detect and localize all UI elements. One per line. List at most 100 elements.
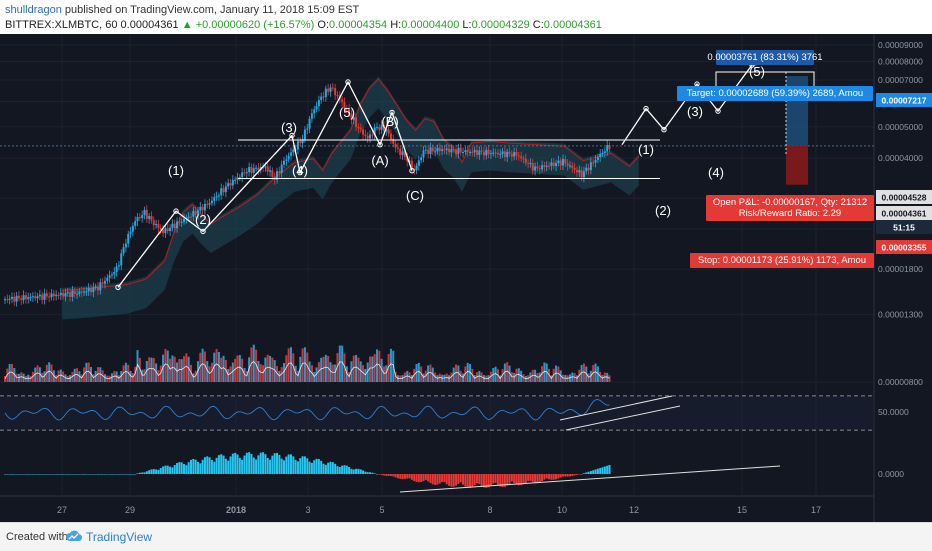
macd-bar: [129, 474, 132, 475]
volume-bar: [43, 371, 46, 382]
macd-bar: [97, 474, 99, 475]
macd-bar: [117, 474, 120, 475]
candle-body: [213, 197, 216, 201]
volume-bar: [478, 370, 481, 382]
volume-bar: [350, 361, 353, 382]
volume-bar: [259, 364, 262, 382]
volume-bar: [38, 367, 41, 382]
volume-bar: [99, 367, 102, 382]
candle-body: [196, 210, 199, 215]
price-tag-label: 0.00004361: [882, 209, 927, 219]
macd-bar: [283, 460, 285, 474]
volume-bar: [320, 357, 323, 382]
volume-bar: [257, 360, 260, 382]
chart-svg[interactable]: 0.000090000.000080000.000070000.00006000…: [0, 34, 932, 522]
candle-body: [29, 297, 32, 299]
macd-bar: [396, 474, 399, 479]
chart-canvas[interactable]: 0.000090000.000080000.000070000.00006000…: [0, 34, 932, 522]
candle-body: [603, 151, 606, 153]
volume-bar: [50, 364, 53, 382]
macd-bar: [429, 474, 432, 484]
candle-body: [299, 141, 302, 144]
macd-histogram: [4, 452, 611, 488]
volume-bar: [234, 358, 237, 382]
volume-bar: [266, 354, 269, 382]
volume-bar: [555, 365, 558, 382]
wave-label: (5): [339, 105, 355, 120]
candle-body: [601, 152, 604, 154]
volume-bar: [387, 353, 390, 382]
macd-bar: [136, 473, 139, 474]
candle-body: [315, 106, 318, 110]
volume-bar: [592, 365, 595, 382]
macd-bar: [141, 472, 144, 474]
symbol-label[interactable]: BITTREX:XLMBTC, 60: [5, 19, 118, 31]
candle-body: [169, 227, 172, 232]
macd-bar: [176, 463, 179, 474]
volume-bar: [159, 365, 162, 382]
macd-bar: [45, 474, 48, 475]
wave-point: [173, 208, 179, 214]
wave-label: (3): [687, 104, 703, 119]
macd-bar: [436, 474, 439, 485]
macd-bar: [143, 472, 146, 474]
candle-body: [443, 149, 446, 151]
candle-body: [568, 165, 571, 167]
macd-bar: [213, 461, 216, 474]
volume-bar: [317, 362, 320, 382]
volume-bar: [310, 365, 313, 382]
candle-body: [306, 128, 309, 130]
candle-body: [529, 162, 532, 164]
macd-bar: [334, 463, 337, 474]
macd-bar: [127, 474, 130, 475]
candle-body: [389, 133, 392, 140]
candle-body: [422, 150, 425, 158]
volume-bar: [434, 372, 437, 382]
volume-bar: [371, 356, 374, 382]
candle-body: [596, 157, 599, 160]
volume-bar: [176, 362, 179, 382]
macd-bar: [513, 474, 516, 484]
volume-bar: [466, 362, 469, 382]
wave-label: (A): [371, 153, 388, 168]
macd-bar: [322, 463, 325, 474]
wave-point: [661, 127, 667, 133]
pnl-label-bg: [706, 195, 874, 221]
tradingview-brand[interactable]: TradingView: [86, 530, 153, 544]
wave-label: (B): [381, 114, 398, 129]
volume-bar: [8, 363, 11, 382]
volume-bar: [538, 372, 541, 382]
macd-bar: [34, 474, 37, 475]
volume-bar: [534, 369, 537, 382]
macd-bar: [8, 474, 11, 475]
candle-body: [101, 282, 104, 284]
candle-body: [215, 196, 218, 198]
candle-body: [541, 165, 544, 170]
candle-body: [238, 177, 241, 179]
volume-bar: [141, 369, 144, 382]
macd-bar: [173, 464, 176, 474]
macd-bar: [596, 468, 599, 474]
candle-body: [52, 293, 55, 297]
candle-body: [71, 290, 74, 297]
macd-bar: [376, 474, 378, 475]
macd-bar: [110, 474, 113, 475]
candle-body: [227, 183, 230, 187]
author-link[interactable]: shulldragon: [5, 4, 62, 16]
tradingview-cloud-icon: [66, 530, 82, 542]
candle-body: [66, 292, 69, 294]
time-tick-label: 8: [487, 505, 492, 515]
candle-body: [208, 203, 211, 205]
candle-body: [420, 157, 423, 161]
macd-bar: [196, 461, 199, 474]
macd-bar: [417, 474, 420, 483]
macd-bar: [294, 459, 297, 474]
macd-bar: [562, 474, 564, 477]
macd-bar: [292, 456, 295, 474]
volume-bar: [378, 350, 381, 382]
volume-ma-line: [4, 360, 610, 380]
candle-body: [292, 149, 295, 153]
macd-bar: [229, 456, 232, 474]
candle-body: [459, 147, 462, 153]
candle-body: [285, 159, 288, 161]
